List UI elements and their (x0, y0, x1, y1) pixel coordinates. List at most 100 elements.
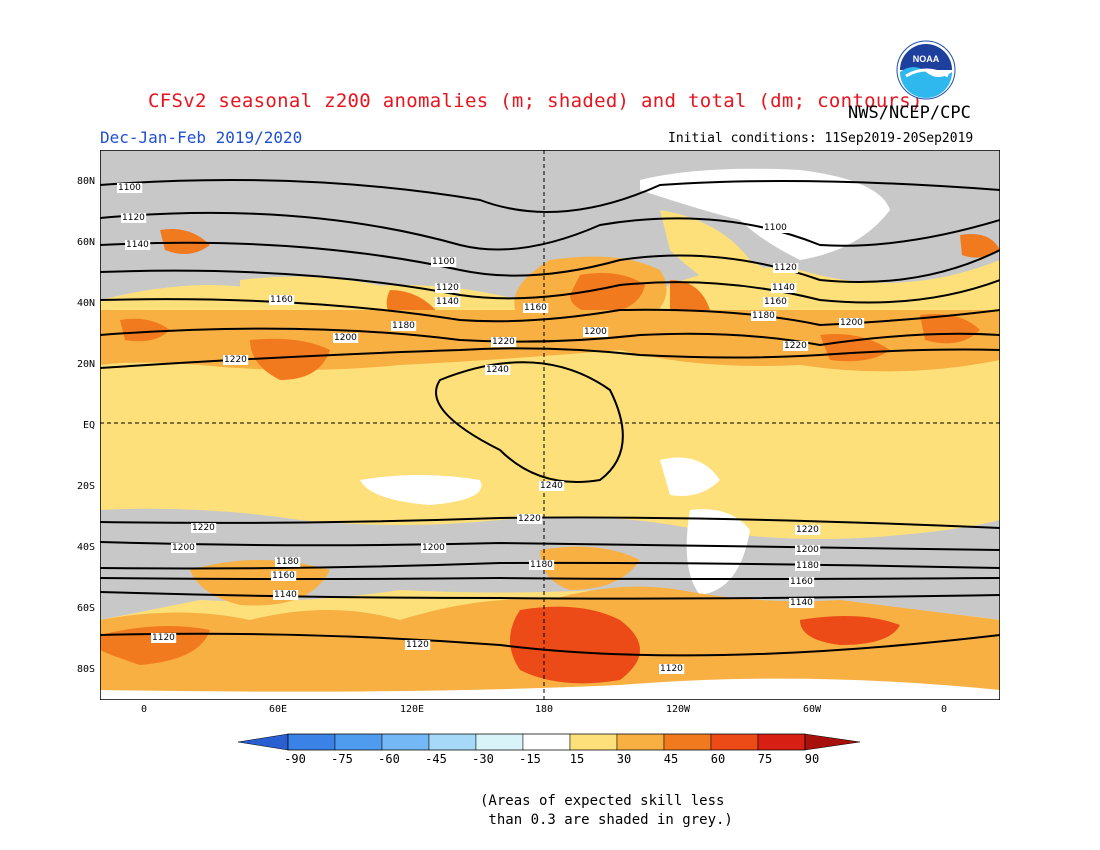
contour-label: 1120 (774, 263, 797, 273)
contour-label: 1120 (436, 283, 459, 293)
contour-line (100, 211, 1000, 251)
lon-label: 0 (140, 704, 148, 715)
contour-label: 1120 (152, 633, 175, 643)
colorbar-tick: 90 (804, 752, 820, 766)
colorbar-tick: -75 (331, 752, 353, 766)
negative-anomaly-greenland (640, 168, 890, 260)
contour-label: 1220 (796, 525, 819, 535)
lat-label: 40S (76, 542, 95, 553)
contour-label: 1200 (172, 543, 195, 553)
colorbar-tick: 15 (569, 752, 585, 766)
colorbar-swatch (428, 733, 477, 751)
colorbar-swatch (334, 733, 383, 751)
contour-label: 1220 (518, 514, 541, 524)
colorbar (238, 733, 861, 751)
lat-label: 80S (76, 664, 95, 675)
contour-label: 1200 (840, 318, 863, 328)
contour-label: 1160 (272, 571, 295, 581)
contour-label: 1140 (126, 240, 149, 250)
contour-label: 1120 (122, 213, 145, 223)
contour-line (100, 241, 1000, 283)
contour-line (100, 576, 1000, 580)
colorbar-swatch (616, 733, 665, 751)
contour-label: 1120 (660, 664, 683, 674)
lon-label: 120E (399, 704, 425, 715)
colorbar-swatch (663, 733, 712, 751)
colorbar-swatch (287, 733, 336, 751)
colorbar-tick: 30 (616, 752, 632, 766)
contour-label: 1240 (540, 481, 563, 491)
contour-line (100, 561, 1000, 570)
colorbar-tick: -45 (425, 752, 447, 766)
lon-label: 180 (534, 704, 554, 715)
colorbar-tick: 75 (757, 752, 773, 766)
colorbar-tick: 60 (710, 752, 726, 766)
contour-line (100, 269, 1000, 304)
contour-line (100, 541, 1000, 551)
colorbar-swatch (475, 733, 524, 751)
forecast-period: Dec-Jan-Feb 2019/2020 (100, 128, 303, 147)
contour-label: 1160 (790, 577, 813, 587)
contour-label: 1240 (486, 365, 509, 375)
z200-anomaly-map: 1100 1100 1100 1120 1120 1120 1120 1120 … (100, 150, 1000, 700)
contour-label: 1120 (406, 640, 429, 650)
colorbar-tick: 45 (663, 752, 679, 766)
contour-line (435, 361, 624, 483)
organization-label: NWS/NCEP/CPC (848, 103, 971, 123)
lat-label: 20S (76, 481, 95, 492)
contour-label: 1100 (432, 257, 455, 267)
contour-line (100, 298, 1000, 327)
colorbar-tick: -60 (378, 752, 400, 766)
contour-label: 1140 (274, 590, 297, 600)
contour-label: 1220 (192, 523, 215, 533)
contour-label: 1180 (392, 321, 415, 331)
colorbar-swatch (238, 733, 289, 751)
contour-label: 1220 (224, 355, 247, 365)
contour-label: 1140 (436, 297, 459, 307)
colorbar-tick: -30 (472, 752, 494, 766)
contour-label: 1200 (422, 543, 445, 553)
contour-label: 1100 (118, 183, 141, 193)
lon-label: 0 (940, 704, 948, 715)
lat-label: 60N (76, 237, 95, 248)
contour-line (100, 632, 1000, 657)
lat-label: EQ (82, 420, 95, 431)
contour-line (100, 591, 1000, 600)
contour-label: 1160 (270, 295, 293, 305)
colorbar-swatch (569, 733, 618, 751)
logo-text: NOAA (913, 54, 940, 64)
contour-label: 1180 (530, 560, 553, 570)
lat-label: 20N (76, 359, 95, 370)
colorbar-swatch (804, 733, 861, 751)
colorbar-swatch (757, 733, 806, 751)
contour-label: 1140 (772, 283, 795, 293)
colorbar-tick: -15 (519, 752, 541, 766)
map-title: CFSv2 seasonal z200 anomalies (m; shaded… (148, 90, 923, 112)
colorbar-swatch (522, 733, 571, 751)
contour-label: 1220 (784, 341, 807, 351)
noaa-logo: NOAA (896, 40, 956, 100)
contour-label: 1160 (764, 297, 787, 307)
positive-anomaly-antarctic (510, 606, 640, 684)
lon-label: 120W (665, 704, 691, 715)
skill-note: (Areas of expected skill less than 0.3 a… (480, 793, 733, 828)
positive-anomaly-india (250, 338, 330, 380)
contour-label: 1220 (492, 337, 515, 347)
contour-line (100, 347, 1000, 369)
lon-label: 60E (268, 704, 288, 715)
contour-label: 1180 (276, 557, 299, 567)
colorbar-swatch (710, 733, 759, 751)
contour-line (100, 516, 1000, 529)
contour-line (100, 179, 1000, 213)
lat-label: 40N (76, 298, 95, 309)
lat-label: 80N (76, 176, 95, 187)
contour-label: 1200 (584, 327, 607, 337)
initial-conditions: Initial conditions: 11Sep2019-20Sep2019 (668, 131, 974, 146)
colorbar-swatch (381, 733, 430, 751)
contour-label: 1180 (752, 311, 775, 321)
contour-label: 1160 (524, 303, 547, 313)
colorbar-tick: -90 (284, 752, 306, 766)
contour-line (100, 327, 1000, 347)
lon-label: 60W (802, 704, 822, 715)
contour-label: 1200 (334, 333, 357, 343)
